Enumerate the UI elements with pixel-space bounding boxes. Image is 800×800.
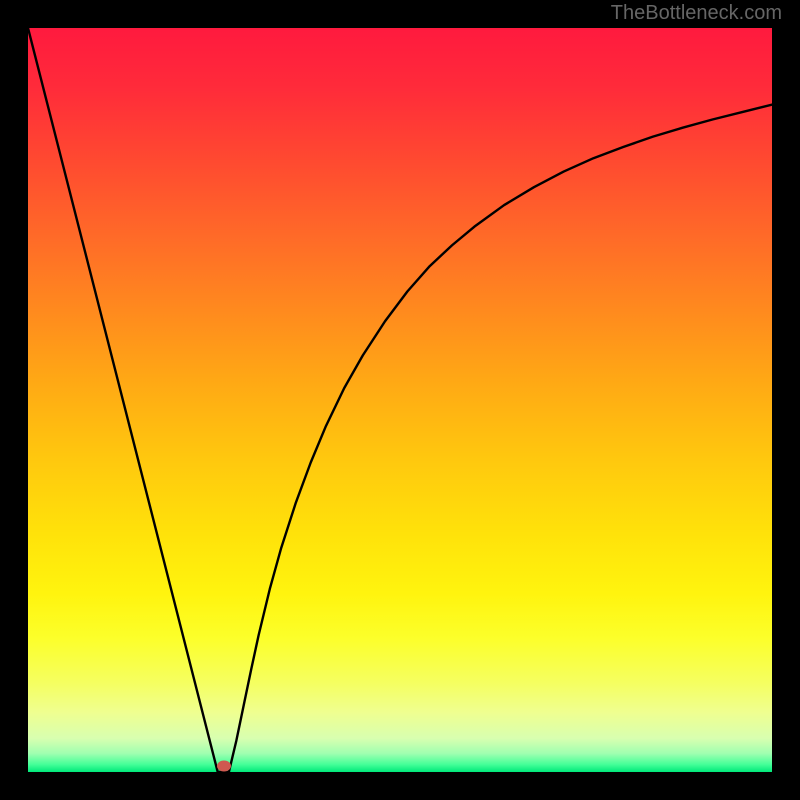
watermark-text: TheBottleneck.com (611, 2, 782, 25)
optimum-marker (217, 761, 231, 772)
plot-area (28, 28, 772, 772)
bottleneck-curve (28, 28, 772, 772)
